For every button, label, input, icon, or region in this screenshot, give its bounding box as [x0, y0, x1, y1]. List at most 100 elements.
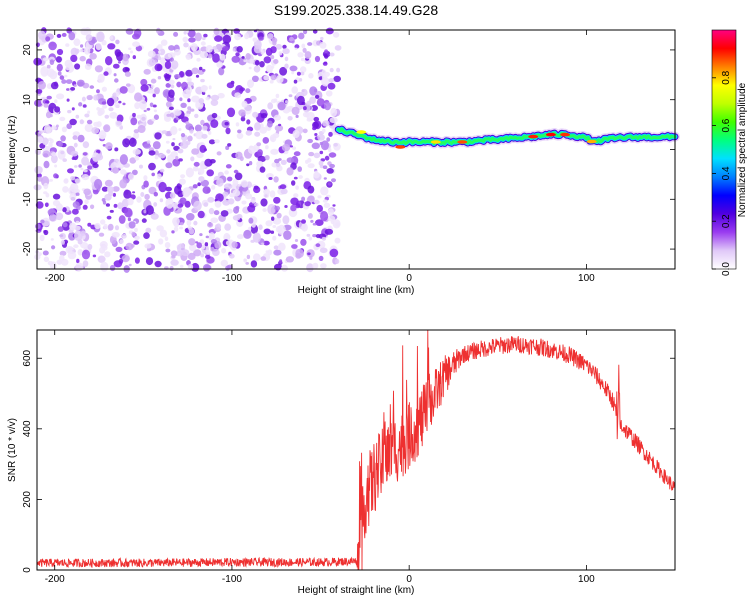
noise-blob	[132, 191, 136, 194]
noise-blob	[186, 110, 191, 115]
noise-blob	[334, 237, 341, 244]
noise-blob	[295, 114, 299, 118]
noise-blob	[320, 263, 327, 269]
noise-blob	[152, 93, 156, 98]
noise-blob	[291, 244, 298, 249]
noise-blob	[90, 204, 95, 210]
noise-blob	[128, 47, 132, 51]
noise-blob	[104, 114, 110, 119]
noise-blob	[265, 145, 269, 150]
noise-blob	[307, 42, 313, 46]
noise-blob	[224, 223, 232, 231]
noise-blob	[122, 53, 129, 62]
noise-blob	[276, 74, 284, 84]
noise-blob	[35, 201, 44, 209]
noise-blob	[152, 104, 157, 108]
noise-blob	[132, 169, 138, 176]
noise-blob	[92, 188, 99, 195]
noise-blob	[197, 210, 205, 219]
noise-blob	[101, 198, 106, 202]
noise-blob	[74, 165, 78, 168]
noise-blob	[286, 157, 294, 163]
noise-blob	[226, 82, 235, 89]
noise-blob	[175, 156, 179, 160]
noise-blob	[170, 126, 178, 135]
noise-blob	[322, 199, 328, 203]
noise-blob	[308, 73, 314, 79]
noise-blob	[265, 220, 273, 227]
noise-blob	[108, 191, 114, 197]
noise-blob	[188, 37, 196, 43]
noise-blob	[116, 120, 122, 126]
noise-blob	[289, 145, 293, 148]
noise-blob	[127, 197, 134, 206]
noise-blob	[245, 53, 251, 60]
noise-blob	[333, 142, 338, 147]
noise-blob	[61, 126, 67, 133]
noise-blob	[114, 147, 119, 152]
noise-blob	[143, 232, 150, 240]
noise-blob	[294, 239, 299, 242]
noise-blob	[109, 35, 113, 40]
noise-blob	[210, 246, 215, 252]
noise-blob	[257, 155, 266, 163]
noise-blob	[286, 167, 294, 176]
noise-blob	[178, 128, 182, 131]
noise-blob	[293, 151, 301, 157]
noise-blob	[60, 135, 66, 142]
noise-blob	[160, 39, 168, 46]
noise-blob	[185, 69, 193, 77]
noise-blob	[159, 229, 168, 238]
noise-blob	[225, 240, 232, 246]
noise-blob	[75, 192, 80, 196]
noise-blob	[172, 217, 180, 226]
noise-blob	[59, 233, 66, 240]
noise-blob	[122, 138, 130, 148]
noise-blob	[267, 203, 276, 215]
noise-blob	[211, 185, 216, 190]
noise-blob	[177, 203, 184, 208]
noise-blob	[312, 126, 317, 131]
noise-blob	[82, 152, 88, 156]
noise-blob	[194, 113, 199, 119]
noise-blob	[145, 257, 154, 266]
noise-blob	[197, 182, 201, 187]
noise-blob	[109, 112, 118, 119]
noise-blob	[112, 192, 116, 197]
noise-blob	[128, 173, 134, 181]
noise-blob	[328, 78, 335, 83]
noise-blob	[216, 61, 223, 68]
noise-blob	[259, 126, 268, 134]
noise-blob	[66, 88, 70, 91]
noise-blob	[225, 145, 230, 150]
noise-blob	[77, 134, 85, 143]
noise-blob	[102, 144, 106, 147]
noise-blob	[226, 107, 236, 118]
noise-blob	[224, 121, 229, 126]
noise-blob	[316, 204, 324, 213]
noise-blob	[174, 49, 181, 56]
noise-blob	[213, 210, 220, 216]
noise-blob	[312, 262, 319, 270]
noise-blob	[276, 212, 282, 219]
noise-blob	[127, 217, 131, 222]
noise-blob	[193, 200, 202, 211]
noise-blob	[302, 128, 308, 134]
noise-blob	[200, 119, 205, 126]
noise-blob	[176, 81, 182, 88]
noise-blob	[192, 165, 199, 172]
colorbar-gradient	[712, 30, 736, 269]
noise-blob	[83, 188, 92, 196]
noise-blob	[273, 176, 279, 183]
noise-blob	[156, 27, 161, 34]
noise-blob	[236, 132, 244, 139]
noise-blob	[319, 150, 324, 155]
noise-blob	[277, 101, 286, 111]
noise-blob	[122, 102, 126, 106]
noise-blob	[267, 120, 273, 128]
noise-blob	[308, 236, 313, 241]
noise-blob	[272, 225, 277, 228]
noise-blob	[50, 81, 59, 90]
noise-blob	[301, 223, 308, 232]
noise-blob	[124, 207, 133, 218]
